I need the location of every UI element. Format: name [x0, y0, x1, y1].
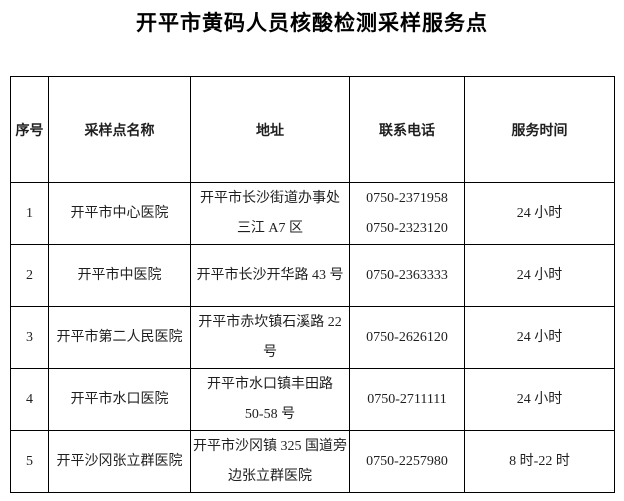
cell-phone: 0750-2371958 0750-2323120: [349, 182, 465, 245]
cell-site-name: 开平市水口医院: [48, 368, 191, 431]
cell-address: 开平市水口镇丰田路 50-58 号: [190, 368, 350, 431]
page-title: 开平市黄码人员核酸检测采样服务点: [136, 12, 488, 35]
sampling-sites-table: 序号 采样点名称 地址 联系电话 服务时间 1 开平市中心医院 开平市长沙街道办事处 三江 A…: [10, 76, 615, 493]
table-header-col-no: 序号: [10, 76, 49, 183]
table-row: 1 开平市中心医院 开平市长沙街道办事处 三江 A7 区 0750-2371958 075…: [10, 182, 615, 245]
cell-phone: 0750-2363333: [349, 244, 465, 307]
cell-site-name: 开平沙冈张立群医院: [48, 430, 191, 493]
cell-hours: 8 时-22 时: [464, 430, 615, 493]
table-row: 5 开平沙冈张立群医院 开平市沙冈镇 325 国道旁 边张立群医院 0750-22579…: [10, 430, 615, 493]
cell-address-line: 开平市沙冈镇 325 国道旁: [193, 438, 347, 454]
cell-phone: 0750-2626120: [349, 306, 465, 369]
table-row: 4 开平市水口医院 开平市水口镇丰田路 50-58 号 0750-2711111 24 小…: [10, 368, 615, 431]
table-body: 1 开平市中心医院 开平市长沙街道办事处 三江 A7 区 0750-2371958 075…: [10, 182, 615, 493]
cell-hours: 24 小时: [464, 368, 615, 431]
cell-address-line: 50-58 号: [244, 406, 296, 422]
cell-phone-line: 0750-2323120: [366, 220, 448, 236]
cell-no: 3: [10, 306, 49, 369]
table-header-col-hours: 服务时间: [464, 76, 615, 183]
table-header-col-phone: 联系电话: [349, 76, 465, 183]
cell-hours: 24 小时: [464, 306, 615, 369]
cell-hours: 24 小时: [464, 244, 615, 307]
table-header-col-site-name: 采样点名称: [48, 76, 191, 183]
cell-site-name: 开平市中医院: [48, 244, 191, 307]
cell-site-name: 开平市第二人民医院: [48, 306, 191, 369]
cell-no: 2: [10, 244, 49, 307]
cell-address: 开平市赤坎镇石溪路 22 号: [190, 306, 350, 369]
cell-phone: 0750-2257980: [349, 430, 465, 493]
cell-address-line: 边张立群医院: [228, 468, 312, 484]
cell-phone-line: 0750-2711111: [367, 391, 447, 407]
cell-phone-line: 0750-2257980: [366, 453, 448, 469]
cell-address: 开平市长沙开华路 43 号: [190, 244, 350, 307]
cell-address-line: 开平市赤坎镇石溪路 22: [198, 314, 342, 330]
cell-address-line: 三江 A7 区: [236, 220, 304, 236]
cell-no: 1: [10, 182, 49, 245]
cell-address-line: 号: [263, 344, 277, 360]
cell-phone: 0750-2711111: [349, 368, 465, 431]
cell-no: 4: [10, 368, 49, 431]
table-header-col-address: 地址: [190, 76, 350, 183]
table-row: 2 开平市中医院 开平市长沙开华路 43 号 0750-2363333 24 小时: [10, 244, 615, 307]
cell-no: 5: [10, 430, 49, 493]
cell-address: 开平市长沙街道办事处 三江 A7 区: [190, 182, 350, 245]
cell-site-name: 开平市中心医院: [48, 182, 191, 245]
table-row: 3 开平市第二人民医院 开平市赤坎镇石溪路 22 号 0750-2626120 24 小时: [10, 306, 615, 369]
cell-phone-line: 0750-2626120: [366, 329, 448, 345]
cell-address-line: 开平市长沙街道办事处: [200, 190, 340, 206]
table-header-row: 序号 采样点名称 地址 联系电话 服务时间: [10, 76, 615, 183]
cell-address-line: 开平市水口镇丰田路: [207, 376, 333, 392]
cell-address-line: 开平市长沙开华路 43 号: [196, 267, 344, 283]
cell-hours: 24 小时: [464, 182, 615, 245]
cell-address: 开平市沙冈镇 325 国道旁 边张立群医院: [190, 430, 350, 493]
cell-phone-line: 0750-2371958: [366, 190, 448, 206]
cell-phone-line: 0750-2363333: [366, 267, 448, 283]
